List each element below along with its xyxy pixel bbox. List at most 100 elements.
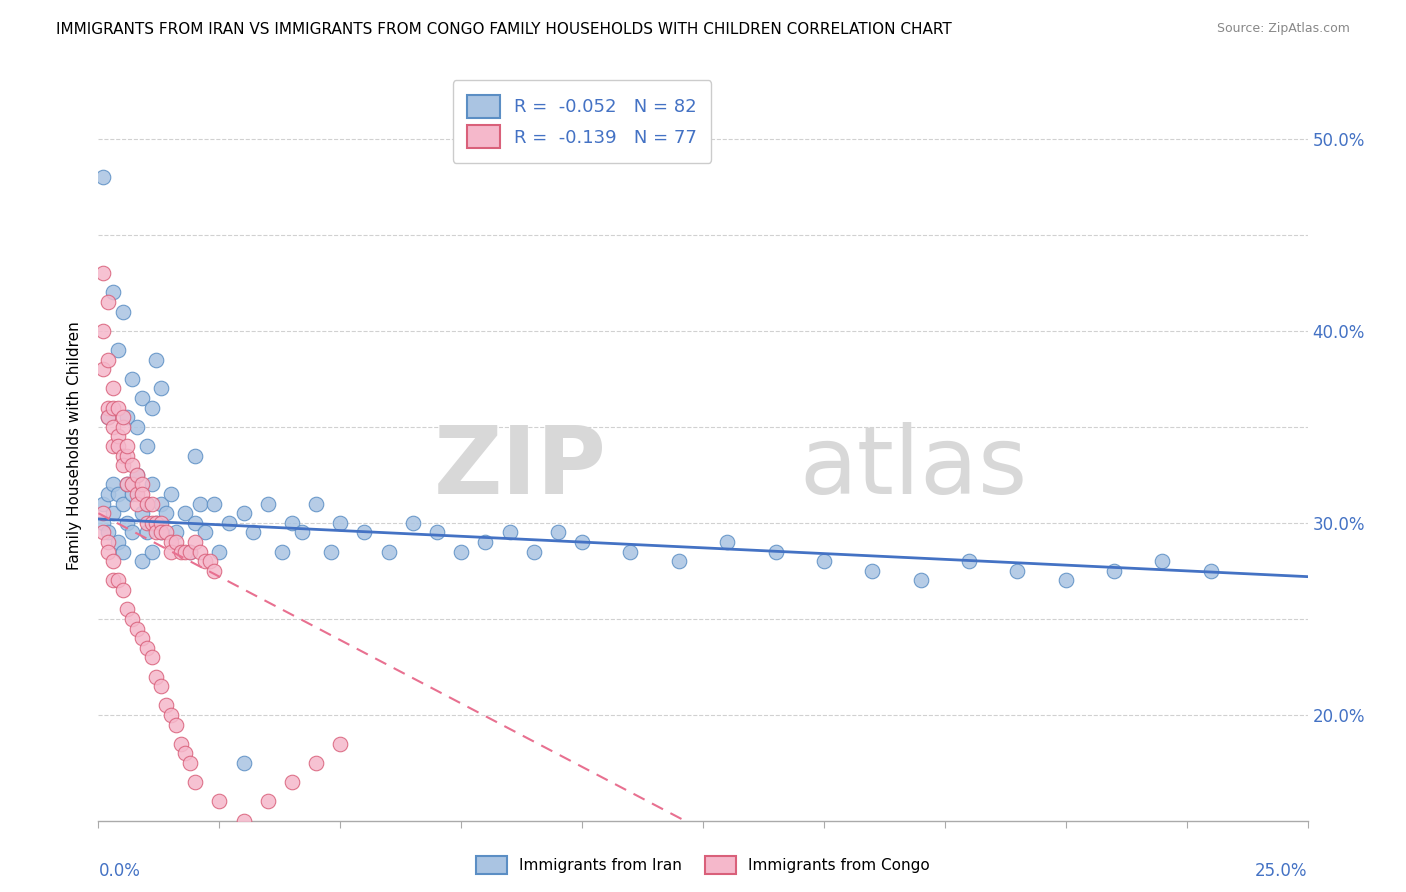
Point [160, 535, 183, 549]
Point [101, 401, 124, 415]
Point [184, 516, 207, 530]
Point [91, 516, 114, 530]
Point [91, 324, 114, 338]
Point [97, 410, 120, 425]
Point [165, 535, 187, 549]
Point [329, 737, 352, 751]
Point [101, 554, 124, 568]
Point [179, 544, 201, 558]
Point [145, 352, 167, 367]
Point [160, 544, 183, 558]
Point [141, 650, 163, 665]
Point [208, 794, 231, 808]
Point [155, 698, 177, 713]
Point [121, 487, 143, 501]
Point [281, 516, 304, 530]
Point [1152, 554, 1174, 568]
Point [97, 544, 120, 558]
Point [184, 535, 207, 549]
Point [281, 775, 304, 789]
Point [765, 544, 787, 558]
Point [1102, 564, 1125, 578]
Point [121, 372, 143, 386]
Point [131, 554, 153, 568]
Point [111, 544, 134, 558]
Point [141, 516, 163, 530]
Text: 0.0%: 0.0% [98, 862, 141, 880]
Point [179, 756, 201, 770]
Legend: Immigrants from Iran, Immigrants from Congo: Immigrants from Iran, Immigrants from Co… [471, 850, 935, 880]
Point [208, 544, 231, 558]
Point [256, 497, 278, 511]
Point [188, 544, 211, 558]
Point [174, 506, 197, 520]
Point [179, 544, 201, 558]
Text: Source: ZipAtlas.com: Source: ZipAtlas.com [1216, 22, 1350, 36]
Point [141, 544, 163, 558]
Point [97, 525, 120, 540]
Point [232, 756, 254, 770]
Point [91, 497, 114, 511]
Point [127, 419, 149, 434]
Point [107, 487, 129, 501]
Text: atlas: atlas [800, 423, 1028, 515]
Point [353, 525, 375, 540]
Point [101, 419, 124, 434]
Point [121, 477, 143, 491]
Point [107, 429, 129, 443]
Point [97, 352, 120, 367]
Point [150, 497, 173, 511]
Point [165, 717, 187, 731]
Point [402, 516, 425, 530]
Point [107, 439, 129, 453]
Point [910, 574, 932, 588]
Point [97, 487, 120, 501]
Point [188, 497, 211, 511]
Point [194, 525, 217, 540]
Point [165, 525, 187, 540]
Point [111, 419, 134, 434]
Point [1199, 564, 1222, 578]
Point [101, 506, 124, 520]
Point [131, 631, 153, 645]
Point [101, 574, 124, 588]
Point [107, 535, 129, 549]
Point [97, 401, 120, 415]
Point [91, 506, 114, 520]
Point [141, 401, 163, 415]
Point [523, 544, 546, 558]
Point [198, 554, 221, 568]
Point [107, 343, 129, 357]
Text: IMMIGRANTS FROM IRAN VS IMMIGRANTS FROM CONGO FAMILY HOUSEHOLDS WITH CHILDREN CO: IMMIGRANTS FROM IRAN VS IMMIGRANTS FROM … [56, 22, 952, 37]
Point [204, 497, 226, 511]
Point [150, 516, 173, 530]
Point [127, 622, 149, 636]
Point [91, 266, 114, 280]
Point [160, 708, 183, 723]
Point [716, 535, 738, 549]
Point [131, 487, 153, 501]
Point [150, 525, 173, 540]
Point [101, 285, 124, 300]
Point [194, 554, 217, 568]
Point [135, 439, 157, 453]
Point [111, 497, 134, 511]
Point [1007, 564, 1029, 578]
Point [271, 544, 294, 558]
Point [619, 544, 641, 558]
Point [426, 525, 449, 540]
Text: ZIP: ZIP [433, 423, 606, 515]
Point [127, 497, 149, 511]
Point [184, 449, 207, 463]
Point [668, 554, 690, 568]
Point [111, 304, 134, 318]
Point [121, 525, 143, 540]
Point [957, 554, 980, 568]
Point [184, 775, 207, 789]
Point [111, 449, 134, 463]
Point [107, 574, 129, 588]
Point [155, 506, 177, 520]
Point [305, 756, 328, 770]
Point [91, 525, 114, 540]
Point [305, 497, 328, 511]
